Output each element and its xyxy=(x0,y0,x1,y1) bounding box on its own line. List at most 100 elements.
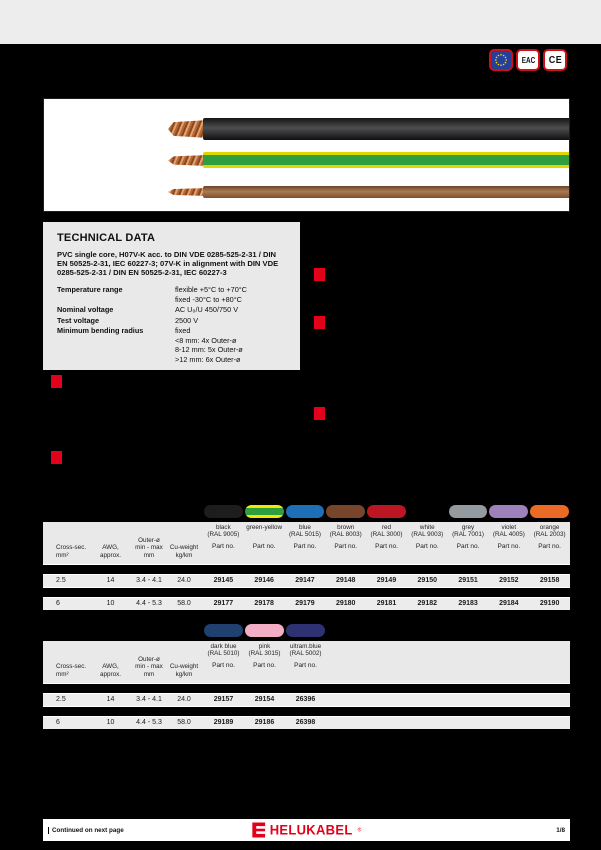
spec-label: Minimum bending radius xyxy=(57,326,144,336)
color-name: orange (RAL 2003) xyxy=(533,524,566,539)
color-column-header: blue (RAL 5015) Part no. xyxy=(285,522,326,564)
part-no-label: Part no. xyxy=(212,543,235,550)
part-number: 29177 xyxy=(213,600,234,607)
part-number: 26396 xyxy=(295,696,316,703)
cu-weight-value: 58.0 xyxy=(177,719,191,726)
color-swatch-row xyxy=(43,624,570,641)
cu-weight-value: 24.0 xyxy=(177,696,191,703)
part-no-label: Part no. xyxy=(456,543,480,550)
technical-data-box: TECHNICAL DATA PVC single core, H07V-K a… xyxy=(43,222,300,370)
spec-row: Minimum bending radius fixed <8 mm: 4x O… xyxy=(57,326,286,364)
header-cross-section: Cross-sec. mm² xyxy=(56,663,87,678)
color-swatch-black xyxy=(204,505,243,518)
eac-icon: EAC xyxy=(516,49,540,71)
table-row: 6 10 4.4 - 5.3 58.0 29177 29178 29179 29… xyxy=(43,597,570,610)
part-number: 29151 xyxy=(458,577,478,584)
spec-label: Nominal voltage xyxy=(57,305,114,315)
color-name: red (RAL 3000) xyxy=(370,524,403,539)
helukabel-logo: HELUKABEL ® xyxy=(251,822,361,838)
outer-diameter-value: 3.4 - 4.1 xyxy=(136,696,162,703)
awg-value: 10 xyxy=(106,719,115,726)
part-no-label: Part no. xyxy=(293,543,317,550)
color-name: grey (RAL 7001) xyxy=(452,524,485,539)
brown-insulation xyxy=(203,186,569,198)
header-awg: AWG, approx. xyxy=(99,544,121,559)
part-number: 29182 xyxy=(417,600,437,607)
color-column-header: grey (RAL 7001) Part no. xyxy=(448,522,489,564)
part-no-label: Part no. xyxy=(375,543,398,550)
header-outer-diameter: Outer-ø min - max mm xyxy=(135,536,163,559)
part-number: 29180 xyxy=(335,600,356,607)
color-swatch-blue xyxy=(285,505,325,518)
table-header-row: Cross-sec. mm² AWG, approx. Outer-ø min … xyxy=(43,641,570,683)
eac-label: EAC xyxy=(521,55,535,65)
color-column-header: black (RAL 9005) Part no. xyxy=(203,522,244,564)
color-name: white (RAL 9003) xyxy=(411,524,444,539)
part-no-label: Part no. xyxy=(252,543,276,550)
outer-diameter-value: 4.4 - 5.3 xyxy=(136,600,162,607)
part-no-label: Part no. xyxy=(538,543,561,550)
color-column-header: violet (RAL 4005) Part no. xyxy=(488,522,529,564)
table-row: 2.5 14 3.4 - 4.1 24.0 29157 29154 26396 xyxy=(43,693,570,706)
red-bullet xyxy=(314,316,325,329)
part-number: 29145 xyxy=(213,577,234,584)
product-image-box xyxy=(43,98,570,212)
color-column-header: green-yellow Part no. xyxy=(244,522,285,564)
cross-section-value: 2.5 xyxy=(56,577,66,584)
color-swatch-orange xyxy=(530,505,569,518)
eu-stars xyxy=(495,54,507,66)
color-swatch-brown xyxy=(326,505,366,518)
header-cu-weight: Cu-weight kg/km xyxy=(169,544,199,559)
part-number: 29157 xyxy=(213,696,234,703)
wire-image-green-yellow xyxy=(44,152,569,168)
spec-row: Temperature range flexible +5°C to +70°C… xyxy=(57,285,286,304)
color-name: violet (RAL 4005) xyxy=(492,524,525,539)
part-number: 29183 xyxy=(458,600,478,607)
spec-value: AC U₀/U 450/750 V xyxy=(175,305,239,315)
part-number: 29147 xyxy=(295,577,315,584)
color-column-header: ultram.blue (RAL 5002) Part no. xyxy=(285,641,326,683)
cross-section-value: 6 xyxy=(56,600,60,607)
spec-label: Temperature range xyxy=(57,285,123,295)
part-number: 29184 xyxy=(499,600,519,607)
spec-value: flexible +5°C to +70°C fixed -30°C to +8… xyxy=(175,285,247,304)
color-name: pink (RAL 3015) xyxy=(248,643,281,658)
part-number: 29178 xyxy=(254,600,274,607)
table-header-row: Cross-sec. mm² AWG, approx. Outer-ø min … xyxy=(43,522,570,564)
color-column-header: white (RAL 9003) Part no. xyxy=(407,522,448,564)
table-row: 6 10 4.4 - 5.3 58.0 29189 29186 26398 xyxy=(43,716,570,729)
page-footer: Continued on next page HELUKABEL ® 1/8 xyxy=(43,819,570,841)
spec-value: 2500 V xyxy=(175,315,199,325)
header-awg: AWG, approx. xyxy=(99,663,121,678)
part-no-label: Part no. xyxy=(497,543,521,550)
header-cross-section: Cross-sec. mm² xyxy=(56,544,87,559)
page-number: 1/8 xyxy=(556,826,565,834)
color-column-header: red (RAL 3000) Part no. xyxy=(366,522,407,564)
certification-icons: EAC CE xyxy=(489,49,567,71)
copper-strands-icon xyxy=(168,155,208,166)
redacted-table-row xyxy=(43,683,570,693)
color-swatch-row xyxy=(43,505,570,522)
part-number: 29179 xyxy=(295,600,315,607)
part-number: 29186 xyxy=(254,719,275,726)
awg-value: 10 xyxy=(106,600,115,607)
part-no-label: Part no. xyxy=(294,662,317,669)
redacted-table-row xyxy=(43,706,570,716)
spec-row: Test voltage 2500 V xyxy=(57,316,286,326)
color-swatch-dark-blue xyxy=(204,624,243,637)
outer-diameter-value: 3.4 - 4.1 xyxy=(136,577,162,584)
part-no-label: Part no. xyxy=(334,543,358,550)
color-name: ultram.blue (RAL 5002) xyxy=(289,643,322,658)
color-swatch-grey xyxy=(448,505,488,518)
ce-label: CE xyxy=(548,54,562,66)
part-number-table-2: Cross-sec. mm² AWG, approx. Outer-ø min … xyxy=(43,624,570,729)
wire-image-brown xyxy=(44,186,569,198)
color-swatch-green-yellow xyxy=(244,505,284,518)
outer-diameter-value: 4.4 - 5.3 xyxy=(136,719,162,726)
color-column-header: orange (RAL 2003) Part no. xyxy=(529,522,570,564)
green-yellow-insulation xyxy=(203,152,569,168)
part-number: 29181 xyxy=(376,600,397,607)
red-bullet xyxy=(51,451,62,464)
part-number: 29158 xyxy=(539,577,560,584)
spec-value: fixed <8 mm: 4x Outer-ø 8-12 mm: 5x Oute… xyxy=(175,326,243,364)
